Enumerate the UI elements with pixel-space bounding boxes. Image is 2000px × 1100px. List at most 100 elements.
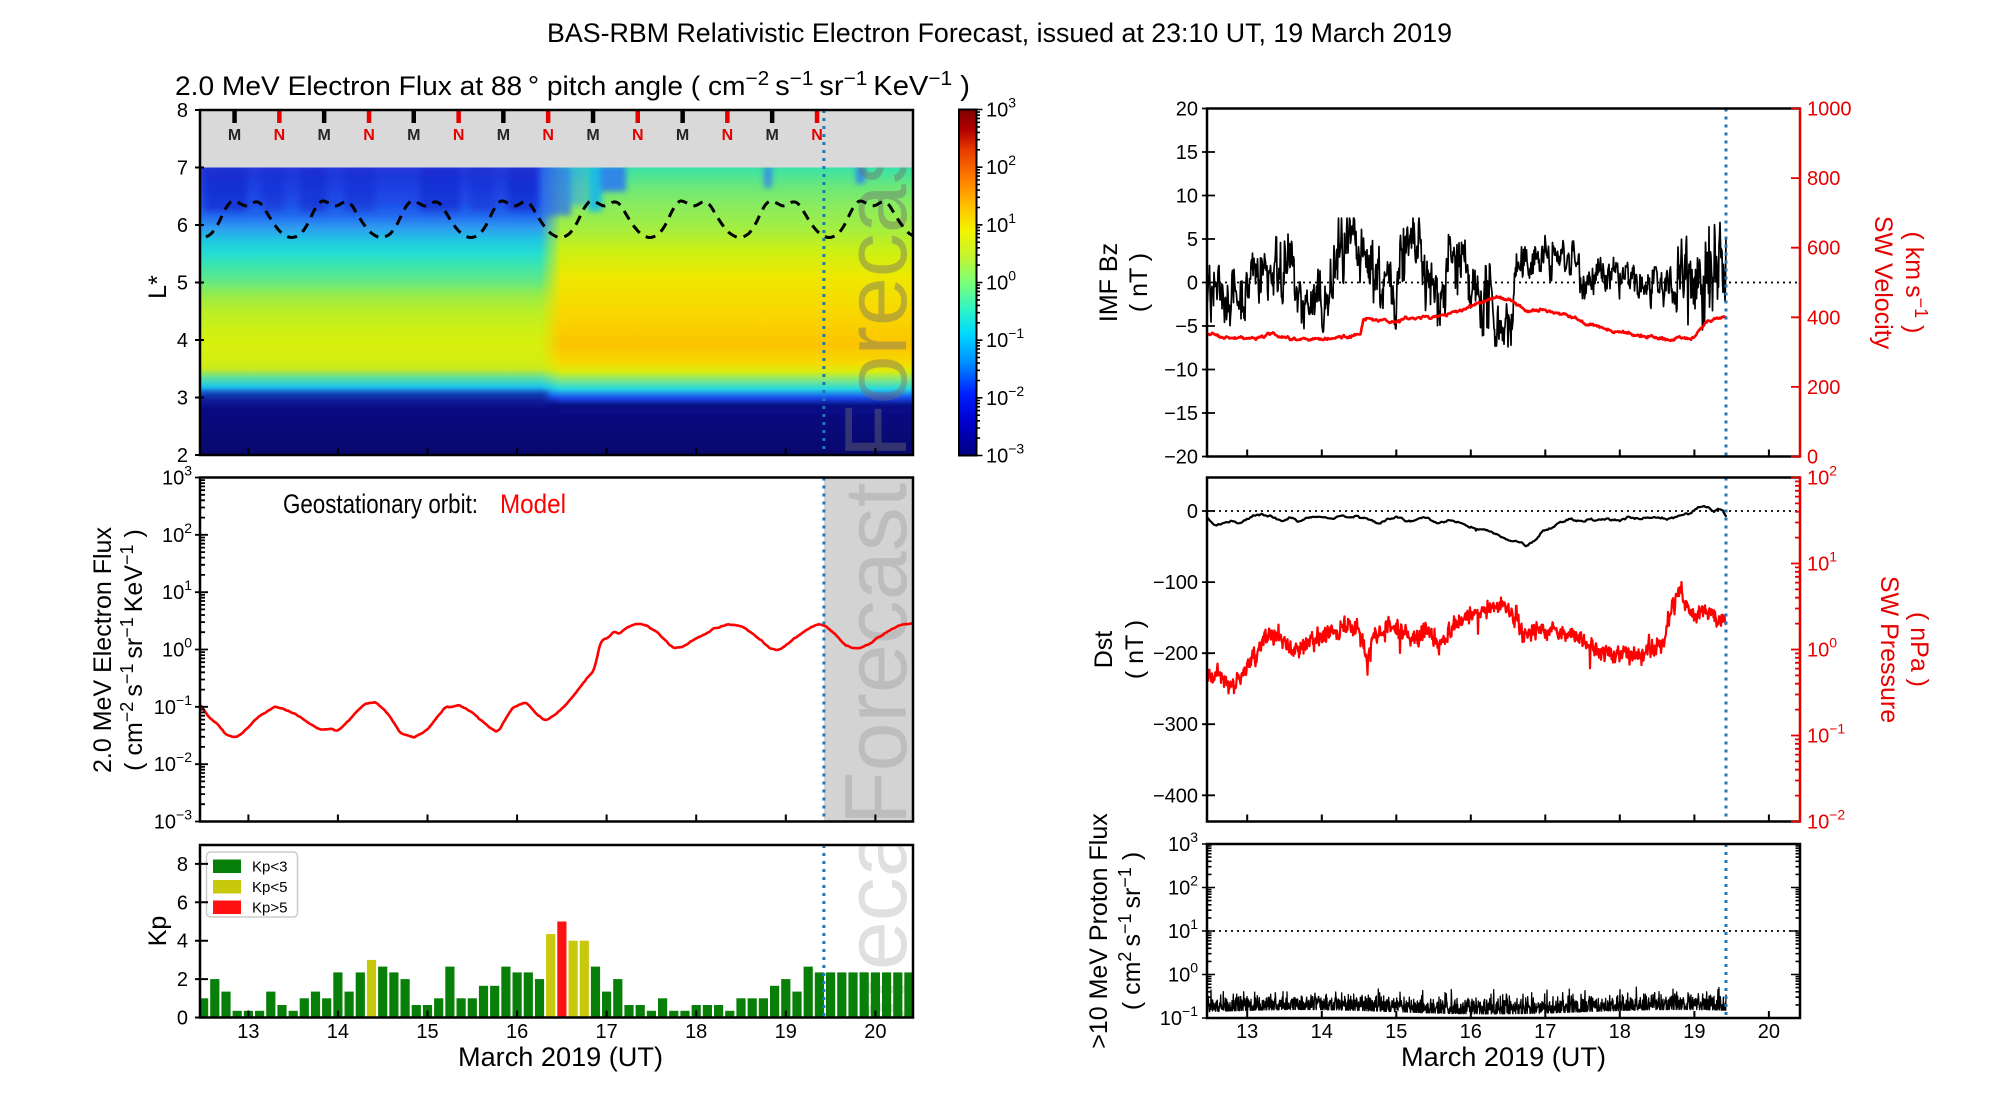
svg-text:Kp<5: Kp<5 <box>252 879 287 896</box>
svg-text:Model: Model <box>500 489 566 519</box>
svg-text:( nPa ): ( nPa ) <box>1905 612 1933 687</box>
svg-text:N: N <box>811 127 823 144</box>
svg-text:10−1: 10−1 <box>1160 1003 1198 1030</box>
svg-text:14: 14 <box>327 1021 349 1043</box>
svg-text:7: 7 <box>177 158 188 180</box>
svg-text:101: 101 <box>1168 916 1198 943</box>
svg-text:M: M <box>497 127 510 144</box>
svg-text:10−1: 10−1 <box>1807 721 1845 748</box>
svg-text:6: 6 <box>177 215 188 237</box>
svg-text:March 2019 (UT): March 2019 (UT) <box>1401 1042 1606 1072</box>
svg-text:15: 15 <box>1385 1021 1407 1043</box>
svg-text:( nT ): ( nT ) <box>1125 253 1153 312</box>
svg-text:10−2: 10−2 <box>1807 807 1845 834</box>
svg-text:2: 2 <box>177 445 188 467</box>
svg-text:Kp<3: Kp<3 <box>252 859 287 876</box>
svg-text:−100: −100 <box>1153 572 1198 594</box>
svg-text:Forecast: Forecast <box>826 116 925 458</box>
svg-text:15: 15 <box>416 1021 438 1043</box>
svg-text:13: 13 <box>1236 1021 1258 1043</box>
svg-text:( km s−1 ): ( km s−1 ) <box>1900 232 1931 334</box>
svg-text:M: M <box>318 127 331 144</box>
svg-text:>10 MeV Proton Flux: >10 MeV Proton Flux <box>1085 813 1113 1049</box>
svg-text:Forecast: Forecast <box>826 483 925 825</box>
svg-text:−300: −300 <box>1153 714 1198 736</box>
svg-text:−400: −400 <box>1153 785 1198 807</box>
svg-text:1000: 1000 <box>1807 99 1852 121</box>
svg-text:−10: −10 <box>1164 360 1198 382</box>
svg-text:100: 100 <box>986 268 1016 295</box>
svg-text:5: 5 <box>1187 229 1198 251</box>
svg-text:M: M <box>766 127 779 144</box>
svg-text:100: 100 <box>162 635 192 662</box>
svg-text:103: 103 <box>986 95 1016 122</box>
svg-text:17: 17 <box>1534 1021 1556 1043</box>
svg-text:BAS-RBM Relativistic Electron: BAS-RBM Relativistic Electron Forecast, … <box>547 18 1452 48</box>
svg-text:101: 101 <box>1807 549 1837 576</box>
svg-text:18: 18 <box>685 1021 707 1043</box>
svg-text:19: 19 <box>1683 1021 1705 1043</box>
svg-text:18: 18 <box>1609 1021 1631 1043</box>
svg-text:N: N <box>542 127 554 144</box>
svg-text:8: 8 <box>177 100 188 122</box>
svg-text:L*: L* <box>144 275 172 299</box>
svg-text:Geostationary orbit:: Geostationary orbit: <box>283 489 478 519</box>
svg-text:2.0 MeV Electron Flux at 88 °: 2.0 MeV Electron Flux at 88 ° pitch angl… <box>175 68 970 101</box>
svg-text:101: 101 <box>162 577 192 604</box>
svg-text:N: N <box>722 127 734 144</box>
svg-text:400: 400 <box>1807 307 1840 329</box>
svg-text:−200: −200 <box>1153 643 1198 665</box>
svg-text:103: 103 <box>1168 829 1198 856</box>
svg-text:0: 0 <box>1807 447 1818 469</box>
svg-text:N: N <box>274 127 286 144</box>
svg-text:5: 5 <box>177 273 188 295</box>
svg-text:SW Pressure: SW Pressure <box>1875 576 1903 723</box>
svg-text:M: M <box>586 127 599 144</box>
svg-text:0: 0 <box>177 1008 188 1030</box>
svg-text:800: 800 <box>1807 168 1840 190</box>
svg-text:4: 4 <box>177 931 188 953</box>
svg-text:N: N <box>453 127 465 144</box>
svg-text:M: M <box>676 127 689 144</box>
svg-text:3: 3 <box>177 388 188 410</box>
svg-text:10−2: 10−2 <box>986 383 1024 410</box>
svg-text:( nT ): ( nT ) <box>1121 620 1149 679</box>
svg-text:100: 100 <box>1168 960 1198 987</box>
svg-text:0: 0 <box>1187 273 1198 295</box>
svg-text:M: M <box>407 127 420 144</box>
svg-text:2.0 MeV Electron Flux: 2.0 MeV Electron Flux <box>89 527 117 773</box>
svg-text:N: N <box>363 127 375 144</box>
svg-text:20: 20 <box>864 1021 886 1043</box>
svg-text:M: M <box>228 127 241 144</box>
svg-text:13: 13 <box>237 1021 259 1043</box>
svg-text:10−3: 10−3 <box>154 807 192 834</box>
svg-text:102: 102 <box>1168 873 1198 900</box>
svg-text:10−1: 10−1 <box>154 692 192 719</box>
svg-text:100: 100 <box>1807 635 1837 662</box>
svg-text:March 2019 (UT): March 2019 (UT) <box>458 1042 663 1072</box>
svg-text:0: 0 <box>1187 501 1198 523</box>
svg-text:10−1: 10−1 <box>986 325 1024 352</box>
svg-text:−5: −5 <box>1175 316 1198 338</box>
svg-text:15: 15 <box>1176 142 1198 164</box>
svg-text:16: 16 <box>506 1021 528 1043</box>
svg-text:Kp: Kp <box>144 916 172 947</box>
svg-text:10: 10 <box>1176 186 1198 208</box>
svg-text:600: 600 <box>1807 238 1840 260</box>
svg-text:20: 20 <box>1176 99 1198 121</box>
svg-text:8: 8 <box>177 854 188 876</box>
svg-text:102: 102 <box>986 152 1016 179</box>
svg-text:102: 102 <box>162 520 192 547</box>
svg-text:Kp>5: Kp>5 <box>252 900 287 917</box>
svg-text:17: 17 <box>595 1021 617 1043</box>
svg-text:101: 101 <box>986 210 1016 237</box>
svg-text:Dst: Dst <box>1090 631 1118 669</box>
svg-text:N: N <box>632 127 644 144</box>
svg-text:IMF Bz: IMF Bz <box>1095 243 1123 322</box>
svg-text:−20: −20 <box>1164 447 1198 469</box>
svg-text:10−3: 10−3 <box>986 441 1024 468</box>
svg-text:( cm−2 s−1 sr−1 KeV−1 ): ( cm−2 s−1 sr−1 KeV−1 ) <box>117 529 148 771</box>
svg-text:SW Velocity: SW Velocity <box>1869 216 1897 350</box>
svg-text:14: 14 <box>1311 1021 1333 1043</box>
svg-text:19: 19 <box>775 1021 797 1043</box>
